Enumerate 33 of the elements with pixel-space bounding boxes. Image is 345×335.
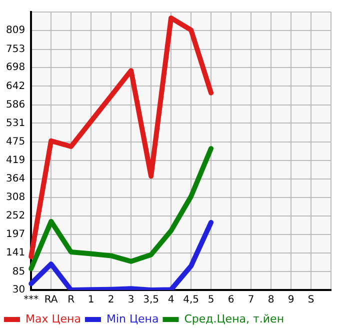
y-tick-label: 30 (12, 284, 26, 296)
x-tick-label: S (308, 294, 314, 306)
x-tick-label: 4,5 (183, 294, 199, 306)
x-tick-label: 3,5 (143, 294, 160, 306)
x-tick-label: 7 (248, 294, 254, 306)
x-tick-label: 3 (128, 294, 134, 306)
x-tick-label: 5 (208, 294, 214, 306)
x-tick-label: 8 (268, 294, 274, 306)
y-tick-label: 809 (6, 25, 26, 36)
y-tick-label: 753 (6, 44, 26, 55)
y-tick-label: 308 (6, 192, 26, 204)
y-tick-label: 419 (6, 155, 26, 166)
x-tick-label: 2 (108, 294, 114, 306)
y-tick-label: 85 (12, 266, 26, 278)
legend-label: Min Цена (106, 312, 159, 326)
x-tick-label: R (68, 294, 75, 306)
x-tick-label: 1 (88, 294, 94, 306)
x-tick-label: 4 (168, 294, 174, 306)
legend-label: Сред.Цена, т.йен (184, 312, 284, 326)
y-tick-label: 252 (6, 210, 26, 222)
y-tick-label: 698 (6, 62, 26, 74)
y-tick-label: 364 (6, 173, 26, 184)
y-tick-label: 586 (6, 99, 26, 110)
y-tick-label: 531 (6, 118, 26, 129)
x-tick-label: 9 (288, 294, 294, 306)
y-tick-label: 642 (6, 80, 26, 92)
y-tick-label: 141 (6, 248, 26, 259)
legend-label: Max Цена (26, 312, 81, 326)
x-tick-label: *** (24, 294, 39, 306)
y-tick-label: 475 (6, 136, 26, 148)
x-tick-label: 6 (228, 294, 234, 306)
x-tick-label: RA (44, 294, 58, 306)
y-tick-label: 197 (6, 228, 26, 240)
